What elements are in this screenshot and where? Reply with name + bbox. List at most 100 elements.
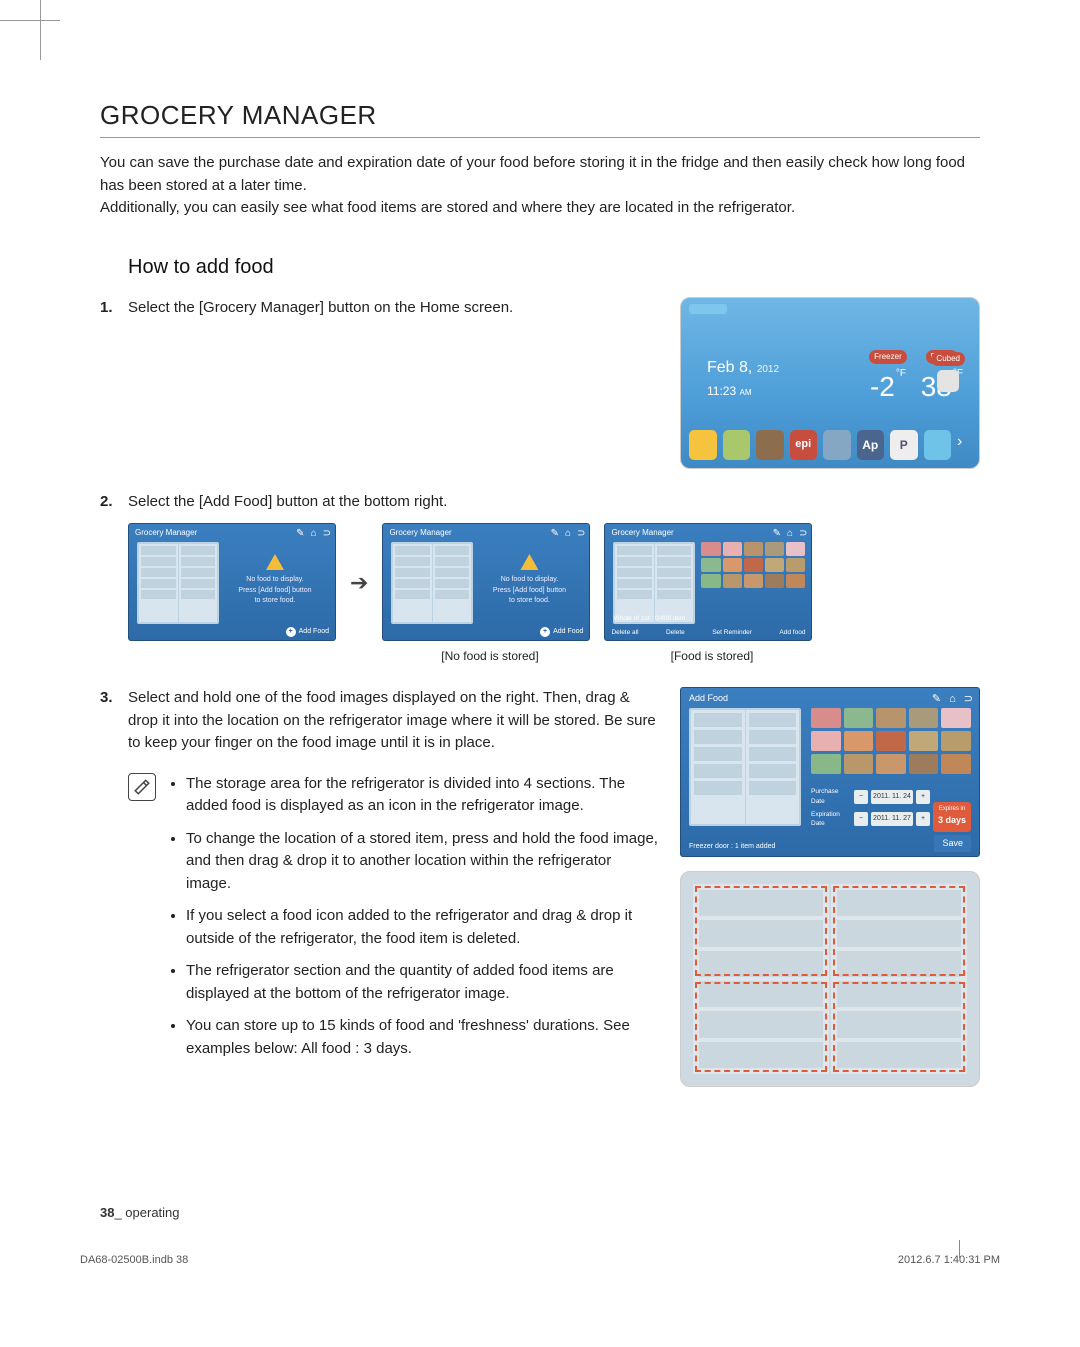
datetime-display: Feb 8, 2012 11:23 AM: [707, 356, 779, 400]
increment-button[interactable]: +: [916, 812, 930, 826]
step-3-number: 3.: [100, 687, 118, 710]
how-to-add-food-heading: How to add food: [128, 256, 980, 279]
food-icon[interactable]: [744, 542, 763, 556]
fridge-thumbnail[interactable]: [689, 708, 801, 826]
delete-all-button[interactable]: Delete all: [611, 628, 638, 638]
fridge-thumbnail: [613, 542, 695, 624]
status-bar: [689, 304, 727, 314]
decrement-button[interactable]: −: [854, 790, 868, 804]
edit-icon[interactable]: ✎: [551, 526, 559, 541]
set-reminder-button[interactable]: Set Reminder: [712, 628, 752, 638]
food-icon[interactable]: [844, 754, 874, 774]
memo-app-icon[interactable]: [689, 430, 717, 460]
freezer-label: Freezer: [869, 350, 907, 364]
food-icon[interactable]: [876, 708, 906, 728]
expiration-date-label: Expiration Date: [811, 810, 851, 830]
step-2: 2. Select the [Add Food] button at the b…: [100, 491, 980, 666]
home-screen-screenshot: Feb 8, 2012 11:23 AM Freezer -2°F: [680, 297, 980, 469]
food-icon[interactable]: [811, 708, 841, 728]
enjoy-app-icon[interactable]: [756, 430, 784, 460]
year: 2012: [757, 364, 779, 375]
home-icon[interactable]: ⌂: [311, 526, 317, 541]
food-icon[interactable]: [765, 558, 784, 572]
food-icon[interactable]: [701, 558, 720, 572]
food-icon[interactable]: [844, 708, 874, 728]
time: 11:23 AM: [707, 382, 779, 400]
food-icon[interactable]: [723, 558, 742, 572]
delete-button[interactable]: Delete: [666, 628, 685, 638]
food-icon[interactable]: [765, 542, 784, 556]
bullet-2: To change the location of a stored item,…: [186, 828, 660, 896]
food-icon[interactable]: [876, 731, 906, 751]
edit-icon[interactable]: ✎: [773, 526, 781, 541]
back-icon[interactable]: ⊃: [799, 526, 807, 541]
caption-food-stored: [Food is stored]: [608, 647, 816, 665]
edit-icon[interactable]: ✎: [932, 691, 941, 708]
page-number: 38: [100, 1205, 114, 1220]
photo-app-icon[interactable]: [723, 430, 751, 460]
calendar-app-icon[interactable]: [823, 430, 851, 460]
decrement-button[interactable]: −: [854, 812, 868, 826]
footer-label: _ operating: [114, 1205, 179, 1220]
bullet-3: If you select a food icon added to the r…: [186, 905, 660, 950]
intro-p1: You can save the purchase date and expir…: [100, 154, 965, 194]
save-button[interactable]: Save: [934, 835, 971, 853]
edit-icon[interactable]: ✎: [296, 526, 304, 541]
fridge-thumbnail: [391, 542, 473, 624]
addfood-status: Freezer door : 1 item added: [689, 842, 775, 853]
intro-p2: Additionally, you can easily see what fo…: [100, 199, 795, 216]
step-1-text: Select the [Grocery Manager] button on t…: [128, 299, 513, 316]
back-icon[interactable]: ⊃: [577, 526, 585, 541]
food-icon[interactable]: [744, 558, 763, 572]
cubed-icon[interactable]: [937, 370, 959, 392]
food-category-grid: [811, 708, 971, 774]
food-icon[interactable]: [876, 754, 906, 774]
food-icon[interactable]: [844, 731, 874, 751]
gm-title: Grocery Manager: [389, 527, 451, 539]
ap-news-app-icon[interactable]: Ap: [857, 430, 885, 460]
increment-button[interactable]: +: [916, 790, 930, 804]
back-icon[interactable]: ⊃: [323, 526, 331, 541]
food-icon[interactable]: [909, 708, 939, 728]
food-icon[interactable]: [723, 574, 742, 588]
add-food-screenshot: Add Food ✎ ⌂ ⊃: [680, 687, 980, 857]
food-icon[interactable]: [723, 542, 742, 556]
more-apps-icon[interactable]: ›: [957, 430, 971, 460]
epicurious-app-icon[interactable]: epi: [790, 430, 818, 460]
intro-text: You can save the purchase date and expir…: [100, 152, 980, 220]
empty-message: No food to display. Press [Add food] but…: [225, 554, 325, 607]
food-icon[interactable]: [909, 754, 939, 774]
food-icon[interactable]: [941, 708, 971, 728]
home-icon[interactable]: ⌂: [787, 526, 793, 541]
food-icon[interactable]: [941, 731, 971, 751]
home-icon[interactable]: ⌂: [565, 526, 571, 541]
pandora-app-icon[interactable]: P: [890, 430, 918, 460]
food-icon[interactable]: [765, 574, 784, 588]
home-icon[interactable]: ⌂: [949, 691, 956, 708]
step-2-text: Select the [Add Food] button at the bott…: [128, 493, 447, 510]
food-icon[interactable]: [786, 558, 805, 572]
add-food-button[interactable]: Add Food: [286, 627, 329, 638]
food-icon[interactable]: [701, 542, 720, 556]
twitter-app-icon[interactable]: [924, 430, 952, 460]
food-icon[interactable]: [909, 731, 939, 751]
expires-in-badge: Expires in 3 days: [933, 802, 971, 832]
food-icon[interactable]: [941, 754, 971, 774]
add-food-button[interactable]: Add food: [779, 628, 805, 638]
food-icon[interactable]: [786, 542, 805, 556]
food-icon[interactable]: [744, 574, 763, 588]
back-icon[interactable]: ⊃: [964, 691, 973, 708]
section-bottom-right: [833, 982, 965, 1072]
warning-icon: [266, 554, 284, 570]
section-top-left: [695, 886, 827, 976]
cubed-label: Cubed: [931, 352, 965, 366]
grocery-manager-empty-screenshot-2: Grocery Manager ✎ ⌂ ⊃ No food to d: [382, 523, 590, 641]
food-icon[interactable]: [786, 574, 805, 588]
food-icon[interactable]: [811, 754, 841, 774]
arrow-icon: ➔: [350, 566, 368, 599]
food-icon[interactable]: [811, 731, 841, 751]
food-icon[interactable]: [701, 574, 720, 588]
add-food-button[interactable]: Add Food: [540, 627, 583, 638]
step-3-text: Select and hold one of the food images d…: [128, 689, 656, 751]
bullet-4: The refrigerator section and the quantit…: [186, 960, 660, 1005]
